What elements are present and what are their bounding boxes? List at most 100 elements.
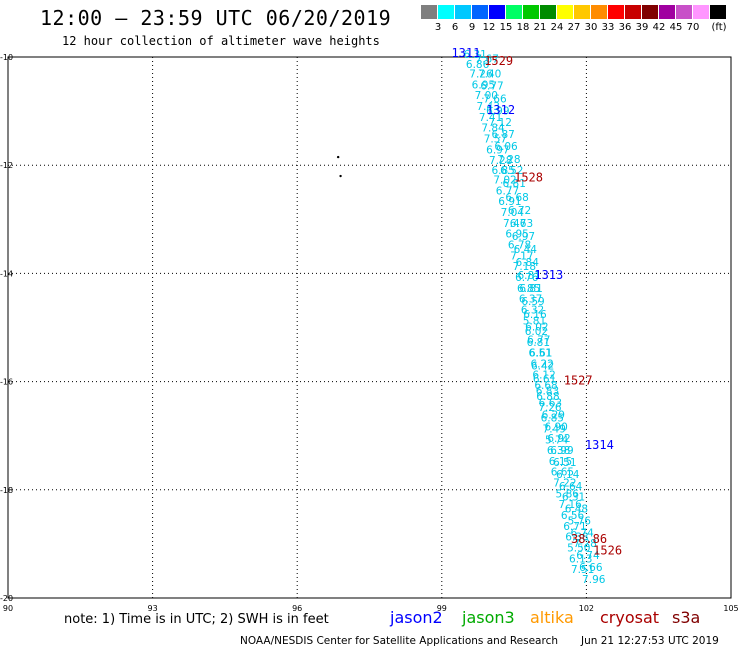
swh-label: 7.67 [476,53,499,65]
swh-label: 6.87 [491,129,514,141]
swh-label: 7.43 [477,101,500,113]
orbit-number-label: 1311 [451,46,480,60]
swh-label: 5.86 [556,488,580,500]
swh-label: 6.71 [563,521,586,533]
swh-label: 6.42 [531,361,554,373]
legend-tick-label: 18 [516,22,530,33]
swh-label: 7.04 [501,207,525,219]
swh-label: 7.66 [483,93,507,105]
swh-label: 6.97 [512,231,535,243]
swh-label: 6.72 [508,205,531,217]
satellite-label-jason3: jason3 [462,608,515,627]
legend-swatch [693,5,709,19]
lon-tick-label: 102 [579,604,594,613]
legend-swatch [659,5,675,19]
satellite-label-cryosat: cryosat [600,608,660,627]
swh-label: 6.92 [547,433,570,445]
swh-label: 7.16 [558,499,582,511]
swh-label: 6.38 [547,445,570,457]
swh-label: 5.50 [567,542,590,554]
swh-label: 7.47 [503,218,526,230]
lat-tick-label: -14 [0,269,13,278]
swh-label: 6.37 [519,294,542,306]
lat-tick-label: -16 [0,378,13,387]
swh-label: 6.77 [480,80,503,92]
swh-label: 6.52 [500,165,523,177]
swh-label: 7.49 [543,423,566,435]
legend-swatch [506,5,522,19]
legend-tick-label: 12 [482,22,496,33]
swh-label: 6.74 [576,550,600,562]
lon-tick-label: 96 [292,604,302,613]
swh-label: 6.77 [496,185,519,197]
orbit-number-label: 38.86 [571,532,607,546]
legend-tick-label: 21 [533,22,547,33]
swh-label: 6.15 [549,456,572,468]
lat-tick-label: -12 [0,161,13,170]
legend-tick-label: 45 [669,22,683,33]
swh-label: 5.76 [568,515,592,527]
swh-label: 6.84 [516,257,540,269]
legend-swatch [608,5,624,19]
lat-tick-label: -20 [0,594,13,603]
legend-tick-label: 6 [451,22,459,33]
swh-label: 6.14 [556,469,580,481]
satellite-label-jason2: jason2 [390,608,443,627]
swh-label: 6.66 [579,562,603,574]
swh-label: 6.99 [486,105,509,117]
swh-label: 6.85 [491,165,514,177]
swh-label: 6.76 [515,272,539,284]
swh-label: 7.84 [481,123,505,135]
swh-label: 6.59 [521,296,544,308]
swh-label: 6.91 [498,196,521,208]
swh-label: 7.26 [538,402,562,414]
swh-label: 6.81 [517,270,540,282]
swh-label: 6.85 [517,283,540,295]
swh-label: 6.63 [510,218,533,230]
color-scale-legend: 3 6 9 12 15 18 21 24 27 30 33 36 39 42 45 70 (ft) [421,5,727,35]
legend-swatch [489,5,505,19]
legend-swatch [625,5,641,19]
swh-label: 7.28 [497,154,520,166]
swh-label: 5.74 [545,434,569,446]
orbit-number-label: 1528 [514,170,543,184]
swh-label: 6.85 [541,413,564,425]
swh-label: 6.88 [536,391,559,403]
legend-tick-label: 42 [652,22,666,33]
satellite-label-s3a: s3a [672,608,701,627]
swh-label: 6.13 [569,553,592,565]
swh-label: 6.81 [527,337,550,349]
swh-label: 6.77 [527,335,550,347]
page-title: 12:00 – 23:59 UTC 06/20/2019 [40,6,392,30]
swh-label: 7.26 [469,69,493,81]
legend-swatch [472,5,488,19]
swh-label: 6.44 [514,244,538,256]
swh-label: 7.57 [484,133,507,145]
swh-label: 6.99 [550,445,573,457]
footer-note: note: 1) Time is in UTC; 2) SWH is in fe… [64,612,329,627]
orbit-number-label: 1314 [585,438,614,452]
legend-tick-label: 15 [499,22,513,33]
swh-label: 5.81 [523,315,546,327]
swh-label: 6.81 [503,178,526,190]
legend-tick-label: 24 [550,22,564,33]
lat-tick-label: -18 [0,486,13,495]
swh-label: 6.83 [536,386,559,398]
legend-swatch [642,5,658,19]
swh-label: 6.90 [544,421,567,433]
swh-label: 7.12 [489,117,512,129]
swh-label: 6.78 [508,240,531,252]
legend-swatch [574,5,590,19]
legend-tick-label: 36 [618,22,632,33]
swh-label: 6.31 [562,492,585,504]
legend-tick-label: 39 [635,22,649,33]
swh-label: 6.61 [533,374,556,386]
legend-tick-label: 3 [434,22,442,33]
swh-label: 7.00 [475,90,498,102]
legend-swatch [676,5,692,19]
legend-tick-label: 70 [686,22,700,33]
island-marker [336,155,340,159]
swh-label: 7.40 [478,69,501,81]
orbit-number-label: 1527 [564,373,593,387]
swh-label: 6.97 [486,144,509,156]
